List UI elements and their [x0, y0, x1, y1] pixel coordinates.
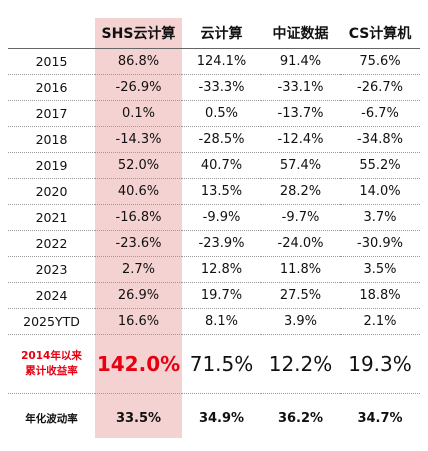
- year-label: 2021: [8, 204, 95, 231]
- header-corner: [8, 18, 95, 49]
- cell-value: 57.4%: [261, 152, 340, 179]
- table-row: 2017 0.1% 0.5% -13.7% -6.7%: [8, 100, 420, 127]
- cell-value: 3.5%: [340, 256, 420, 283]
- cell-value: 2.1%: [340, 308, 420, 335]
- cell-value: 40.6%: [95, 178, 182, 205]
- year-label: 2025YTD: [8, 308, 95, 335]
- year-label: 2020: [8, 178, 95, 205]
- cell-value: 91.4%: [261, 48, 340, 75]
- cumulative-value: 12.2%: [261, 334, 340, 394]
- cell-value: -24.0%: [261, 230, 340, 257]
- cell-value: 14.0%: [340, 178, 420, 205]
- cell-value: 2.7%: [95, 256, 182, 283]
- cell-value: 8.1%: [182, 308, 261, 335]
- cell-value: -34.8%: [340, 126, 420, 153]
- table-row: 2018 -14.3% -28.5% -12.4% -34.8%: [8, 126, 420, 153]
- cell-value: 27.5%: [261, 282, 340, 309]
- year-label: 2015: [8, 48, 95, 75]
- cell-value: 86.8%: [95, 48, 182, 75]
- volatility-value: 36.2%: [277, 410, 324, 426]
- cell-value: 16.6%: [95, 308, 182, 335]
- cell-value: -14.3%: [95, 126, 182, 153]
- cell-value: 55.2%: [340, 152, 420, 179]
- table-row: 2019 52.0% 40.7% 57.4% 55.2%: [8, 152, 420, 179]
- cell-value: 124.1%: [182, 48, 261, 75]
- cell-value: 18.8%: [340, 282, 420, 309]
- cumulative-value-shs: 142.0%: [95, 334, 182, 394]
- cell-value: 12.8%: [182, 256, 261, 283]
- header-cs-computer: CS计算机: [348, 26, 412, 42]
- cell-value: 0.1%: [95, 100, 182, 127]
- year-label: 2017: [8, 100, 95, 127]
- cumulative-label-line1: 2014年以来: [21, 350, 82, 362]
- table-row: 2015 86.8% 124.1% 91.4% 75.6%: [8, 48, 420, 75]
- cell-value: 52.0%: [95, 152, 182, 179]
- header-csi-data: 中证数据: [272, 26, 329, 42]
- cell-value: -26.9%: [95, 74, 182, 101]
- cell-value: -13.7%: [261, 100, 340, 127]
- cell-value: -9.7%: [261, 204, 340, 231]
- cell-value: 3.7%: [340, 204, 420, 231]
- year-label: 2023: [8, 256, 95, 283]
- cell-value: -12.4%: [261, 126, 340, 153]
- table-row: 2022 -23.6% -23.9% -24.0% -30.9%: [8, 230, 420, 257]
- cell-value: -33.3%: [182, 74, 261, 101]
- volatility-label: 年化波动率: [25, 412, 78, 425]
- table-row: 2024 26.9% 19.7% 27.5% 18.8%: [8, 282, 420, 309]
- cell-value: -30.9%: [340, 230, 420, 257]
- volatility-value: 34.7%: [357, 410, 403, 426]
- year-label: 2019: [8, 152, 95, 179]
- cell-value: 19.7%: [182, 282, 261, 309]
- year-label: 2024: [8, 282, 95, 309]
- table-row: 2025YTD 16.6% 8.1% 3.9% 2.1%: [8, 308, 420, 335]
- cell-value: -33.1%: [261, 74, 340, 101]
- cell-value: 3.9%: [261, 308, 340, 335]
- cell-value: -26.7%: [340, 74, 420, 101]
- cell-value: 0.5%: [182, 100, 261, 127]
- cell-value: 26.9%: [95, 282, 182, 309]
- year-label: 2016: [8, 74, 95, 101]
- table-row: 2021 -16.8% -9.9% -9.7% 3.7%: [8, 204, 420, 231]
- cell-value: -28.5%: [182, 126, 261, 153]
- volatility-value: 34.9%: [198, 410, 245, 426]
- cell-value: -23.9%: [182, 230, 261, 257]
- cell-value: 11.8%: [261, 256, 340, 283]
- year-label: 2022: [8, 230, 95, 257]
- cell-value: -6.7%: [340, 100, 420, 127]
- cumulative-return-label: 2014年以来 累计收益率: [8, 334, 95, 394]
- cumulative-value: 19.3%: [340, 334, 420, 394]
- cell-value: -9.9%: [182, 204, 261, 231]
- cell-value: 13.5%: [182, 178, 261, 205]
- cumulative-value: 71.5%: [182, 334, 261, 394]
- header-cloud: 云计算: [200, 26, 243, 42]
- cumulative-label-line2: 累计收益率: [25, 365, 78, 377]
- cell-value: 75.6%: [340, 48, 420, 75]
- returns-table: SHS云计算 云计算 中证数据 CS计算机 2015 86.8% 124.1% …: [8, 18, 420, 442]
- header-shs-cloud: SHS云计算: [101, 26, 176, 42]
- cell-value: 28.2%: [261, 178, 340, 205]
- volatility-row: 年化波动率 33.5% 34.9% 36.2% 34.7%: [8, 394, 420, 443]
- cell-value: -23.6%: [95, 230, 182, 257]
- table-row: 2023 2.7% 12.8% 11.8% 3.5%: [8, 256, 420, 283]
- cell-value: 40.7%: [182, 152, 261, 179]
- table-row: 2016 -26.9% -33.3% -33.1% -26.7%: [8, 74, 420, 101]
- cell-value: -16.8%: [95, 204, 182, 231]
- volatility-value: 33.5%: [115, 410, 162, 426]
- year-label: 2018: [8, 126, 95, 153]
- header-row: SHS云计算 云计算 中证数据 CS计算机: [8, 18, 420, 49]
- cumulative-return-row: 2014年以来 累计收益率 142.0% 71.5% 12.2% 19.3%: [8, 334, 420, 394]
- table-row: 2020 40.6% 13.5% 28.2% 14.0%: [8, 178, 420, 205]
